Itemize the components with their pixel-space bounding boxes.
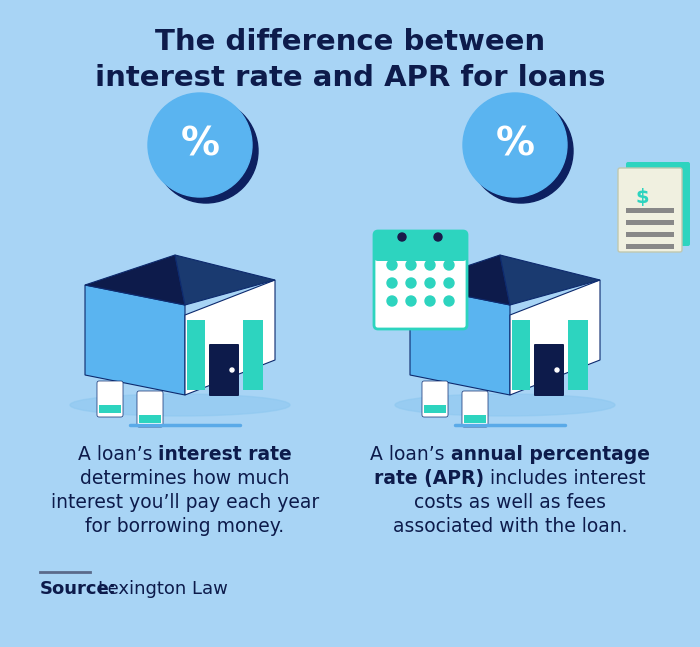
Bar (464, 415, 486, 423)
Text: interest you’ll pay each year: interest you’ll pay each year (51, 493, 319, 512)
Text: %: % (496, 126, 535, 164)
Bar (99, 405, 121, 413)
Ellipse shape (154, 99, 258, 203)
Text: A loan’s: A loan’s (78, 445, 158, 464)
Ellipse shape (70, 394, 290, 416)
FancyBboxPatch shape (374, 231, 467, 329)
Circle shape (387, 260, 397, 270)
Polygon shape (85, 255, 185, 305)
Circle shape (398, 233, 406, 241)
Bar (626, 208, 674, 213)
Bar (626, 232, 674, 237)
Circle shape (406, 296, 416, 306)
Polygon shape (410, 285, 510, 395)
Text: $: $ (635, 188, 649, 208)
Text: associated with the loan.: associated with the loan. (393, 517, 627, 536)
Polygon shape (85, 285, 185, 395)
Ellipse shape (469, 99, 573, 203)
Polygon shape (410, 255, 510, 305)
Circle shape (230, 368, 234, 372)
Bar (512, 320, 530, 390)
FancyBboxPatch shape (97, 381, 123, 417)
Circle shape (444, 260, 454, 270)
Text: interest rate: interest rate (158, 445, 292, 464)
FancyBboxPatch shape (626, 162, 690, 246)
Polygon shape (185, 280, 275, 395)
Text: Source:: Source: (40, 580, 117, 598)
Bar (187, 320, 205, 390)
Circle shape (434, 233, 442, 241)
Ellipse shape (395, 394, 615, 416)
Polygon shape (510, 280, 600, 395)
Polygon shape (500, 255, 600, 305)
Ellipse shape (463, 93, 567, 197)
Ellipse shape (148, 93, 252, 197)
Circle shape (425, 296, 435, 306)
Text: includes interest: includes interest (484, 469, 646, 488)
Circle shape (425, 260, 435, 270)
Circle shape (406, 260, 416, 270)
Polygon shape (175, 255, 275, 305)
Text: determines how much: determines how much (80, 469, 290, 488)
Text: annual percentage: annual percentage (451, 445, 650, 464)
Bar (243, 320, 263, 390)
Bar (568, 320, 588, 390)
FancyBboxPatch shape (137, 391, 163, 427)
FancyBboxPatch shape (534, 344, 564, 396)
Text: A loan’s: A loan’s (370, 445, 451, 464)
Bar (626, 244, 674, 249)
FancyBboxPatch shape (618, 168, 682, 252)
Text: %: % (181, 126, 220, 164)
Circle shape (387, 296, 397, 306)
Circle shape (425, 278, 435, 288)
Text: Lexington Law: Lexington Law (98, 580, 228, 598)
Circle shape (555, 368, 559, 372)
FancyBboxPatch shape (462, 391, 488, 427)
Circle shape (387, 278, 397, 288)
Circle shape (444, 296, 454, 306)
Bar (626, 220, 674, 225)
FancyBboxPatch shape (422, 381, 448, 417)
FancyBboxPatch shape (374, 231, 467, 261)
Bar (424, 405, 446, 413)
Text: for borrowing money.: for borrowing money. (85, 517, 285, 536)
FancyBboxPatch shape (209, 344, 239, 396)
Text: costs as well as fees: costs as well as fees (414, 493, 606, 512)
Text: rate (APR): rate (APR) (374, 469, 484, 488)
Bar (139, 415, 161, 423)
Circle shape (444, 278, 454, 288)
Circle shape (406, 278, 416, 288)
Text: The difference between
interest rate and APR for loans: The difference between interest rate and… (94, 28, 606, 92)
